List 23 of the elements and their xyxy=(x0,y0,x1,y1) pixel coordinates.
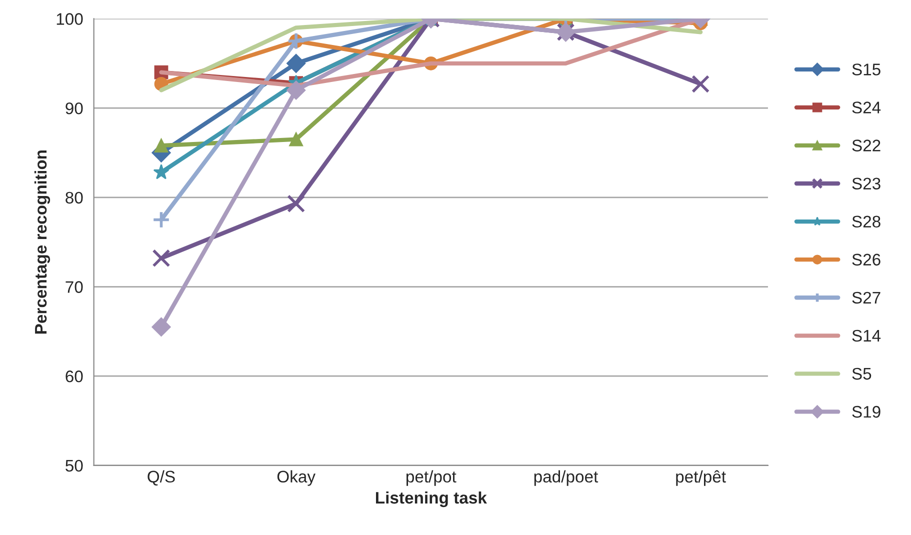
legend-label: S24 xyxy=(852,102,881,114)
legend-label: S26 xyxy=(852,254,880,266)
y-tick-label: 50 xyxy=(66,460,83,472)
x-tick-label: pet/pot xyxy=(406,470,456,486)
x-tick-label: Okay xyxy=(277,470,316,486)
legend-label: S28 xyxy=(852,216,880,228)
legend-label: S5 xyxy=(852,368,872,380)
legend-label: S22 xyxy=(852,140,880,152)
y-tick-label: 100 xyxy=(56,13,83,25)
legend-label: S19 xyxy=(852,406,880,418)
y-tick-label: 60 xyxy=(66,370,83,382)
legend-label: S23 xyxy=(852,178,880,190)
x-tick-label: pet/pêt xyxy=(676,470,726,486)
x-axis-title: Listening task xyxy=(376,491,487,508)
y-tick-label: 70 xyxy=(66,281,83,293)
legend-label: S27 xyxy=(852,292,880,304)
y-tick-label: 80 xyxy=(66,192,83,204)
y-axis-title: Percentage recognition xyxy=(34,150,50,334)
legend-label: S14 xyxy=(852,330,881,342)
legend-label: S15 xyxy=(852,64,880,76)
x-tick-label: Q/S xyxy=(148,470,175,486)
y-tick-label: 90 xyxy=(66,102,83,114)
x-tick-label: pad/poet xyxy=(534,470,598,486)
